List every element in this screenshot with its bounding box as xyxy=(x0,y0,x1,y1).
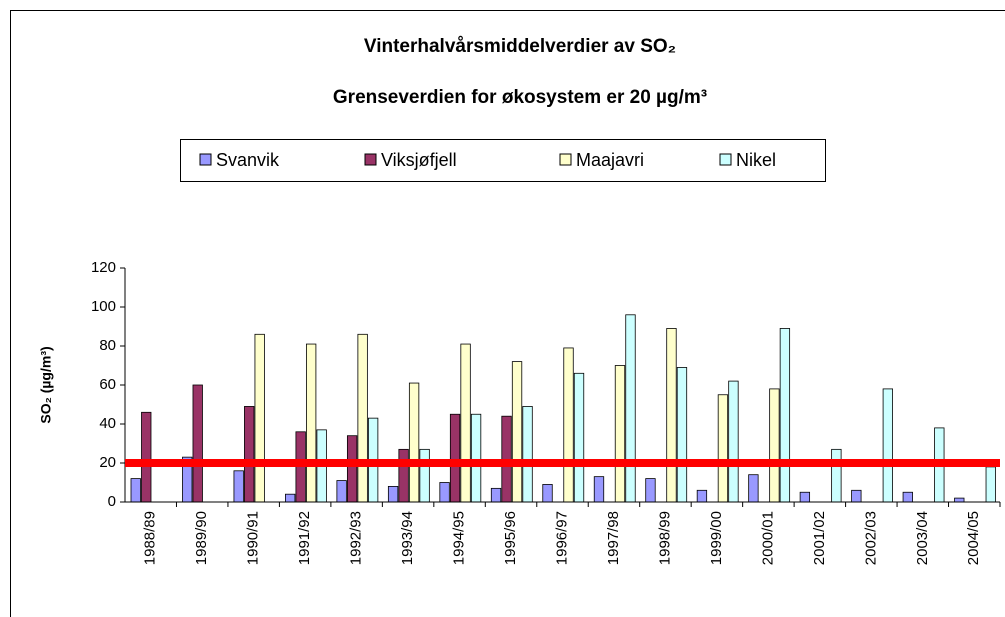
bar xyxy=(676,367,688,503)
y-tick-label: 20 xyxy=(99,454,116,471)
legend-label: Svanvik xyxy=(216,150,280,170)
bar xyxy=(666,328,677,503)
bar xyxy=(779,328,791,503)
y-tick-label: 60 xyxy=(99,376,116,393)
bar xyxy=(511,361,523,503)
bar xyxy=(542,484,553,503)
bar xyxy=(954,497,965,503)
bar xyxy=(522,406,533,503)
x-tick-label: 1997/98 xyxy=(605,511,622,565)
bar xyxy=(728,380,739,503)
bar xyxy=(346,435,358,503)
y-tick-label: 100 xyxy=(91,298,116,315)
legend-label: Nikel xyxy=(736,150,776,170)
bar xyxy=(285,493,296,503)
bar xyxy=(439,482,450,503)
bar xyxy=(408,382,420,503)
legend-box xyxy=(180,139,826,182)
bar xyxy=(387,485,399,503)
y-tick-label: 0 xyxy=(108,493,116,510)
x-tick-label: 1994/95 xyxy=(451,511,468,565)
y-tick-label: 80 xyxy=(99,337,116,354)
y-tick-label: 40 xyxy=(99,415,116,432)
x-tick-label: 1988/89 xyxy=(142,511,159,565)
x-tick-label: 1995/96 xyxy=(502,511,519,565)
bar xyxy=(985,466,996,503)
bar xyxy=(419,448,430,503)
legend-swatch xyxy=(559,153,572,166)
bar xyxy=(563,347,574,503)
x-tick-label: 1989/90 xyxy=(193,511,210,565)
legend-swatch xyxy=(719,153,732,166)
bar xyxy=(141,411,152,503)
chart-subtitle: Grenseverdien for økosystem er 20 µg/m³ xyxy=(333,87,707,108)
bar xyxy=(398,448,409,503)
x-tick-label: 1998/99 xyxy=(656,511,673,565)
x-tick-label: 2002/03 xyxy=(862,511,879,565)
bar xyxy=(717,394,729,503)
bar xyxy=(748,474,759,503)
bar xyxy=(306,343,317,503)
legend-swatch xyxy=(199,153,212,166)
legend-label: Maajavri xyxy=(576,150,644,170)
bar xyxy=(573,372,585,503)
chart-frame xyxy=(10,10,1005,617)
x-tick-label: 1999/00 xyxy=(708,511,725,565)
bar xyxy=(645,478,656,503)
bar xyxy=(449,413,461,503)
bar xyxy=(130,478,141,503)
bar xyxy=(470,413,482,503)
bar xyxy=(593,476,605,503)
bar xyxy=(902,491,913,503)
bar xyxy=(696,489,708,503)
bar xyxy=(357,333,368,503)
bar xyxy=(244,406,255,503)
x-tick-label: 1990/91 xyxy=(245,511,262,565)
bar xyxy=(336,480,347,503)
bar xyxy=(799,491,811,503)
x-tick-label: 1996/97 xyxy=(553,511,570,565)
legend-swatch xyxy=(364,153,377,166)
bar xyxy=(490,487,502,503)
bar xyxy=(614,365,626,503)
bar xyxy=(625,314,636,503)
bar xyxy=(831,448,842,503)
x-tick-label: 1991/92 xyxy=(296,511,313,565)
legend-label: Viksjøfjell xyxy=(381,150,457,170)
y-tick-label: 120 xyxy=(91,259,116,276)
chart-title: Vinterhalvårsmiddelverdier av SO₂ xyxy=(364,36,676,57)
x-tick-label: 1993/94 xyxy=(399,511,416,565)
bar xyxy=(233,470,244,503)
x-tick-label: 2004/05 xyxy=(965,511,982,565)
x-tick-label: 2000/01 xyxy=(759,511,776,565)
bar xyxy=(882,388,893,503)
bar xyxy=(192,384,203,503)
bar xyxy=(769,388,780,503)
y-axis-label: SO₂ (µg/m³) xyxy=(38,346,54,423)
x-tick-label: 1992/93 xyxy=(348,511,365,565)
bar xyxy=(851,489,862,503)
x-tick-label: 2003/04 xyxy=(914,511,931,565)
bar xyxy=(460,343,471,503)
x-tick-label: 2001/02 xyxy=(811,511,828,565)
bar xyxy=(254,333,265,503)
